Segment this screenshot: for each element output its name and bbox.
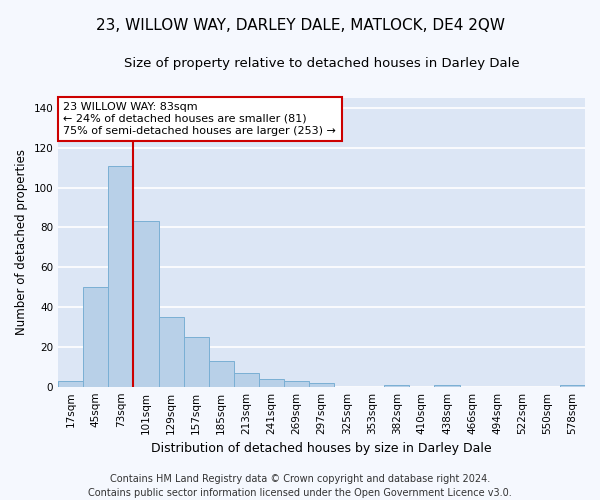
Bar bbox=[133, 222, 158, 386]
Bar bbox=[434, 384, 460, 386]
Bar bbox=[83, 287, 109, 386]
Bar bbox=[385, 384, 409, 386]
Title: Size of property relative to detached houses in Darley Dale: Size of property relative to detached ho… bbox=[124, 58, 520, 70]
Bar bbox=[58, 380, 83, 386]
Bar bbox=[309, 382, 334, 386]
Bar bbox=[259, 378, 284, 386]
Bar bbox=[209, 361, 234, 386]
Bar bbox=[560, 384, 585, 386]
Bar bbox=[109, 166, 133, 386]
Bar bbox=[184, 337, 209, 386]
Bar bbox=[284, 380, 309, 386]
Bar bbox=[234, 372, 259, 386]
Text: 23, WILLOW WAY, DARLEY DALE, MATLOCK, DE4 2QW: 23, WILLOW WAY, DARLEY DALE, MATLOCK, DE… bbox=[95, 18, 505, 32]
Text: 23 WILLOW WAY: 83sqm
← 24% of detached houses are smaller (81)
75% of semi-detac: 23 WILLOW WAY: 83sqm ← 24% of detached h… bbox=[64, 102, 337, 136]
X-axis label: Distribution of detached houses by size in Darley Dale: Distribution of detached houses by size … bbox=[151, 442, 492, 455]
Bar bbox=[158, 317, 184, 386]
Text: Contains HM Land Registry data © Crown copyright and database right 2024.
Contai: Contains HM Land Registry data © Crown c… bbox=[88, 474, 512, 498]
Y-axis label: Number of detached properties: Number of detached properties bbox=[15, 150, 28, 336]
